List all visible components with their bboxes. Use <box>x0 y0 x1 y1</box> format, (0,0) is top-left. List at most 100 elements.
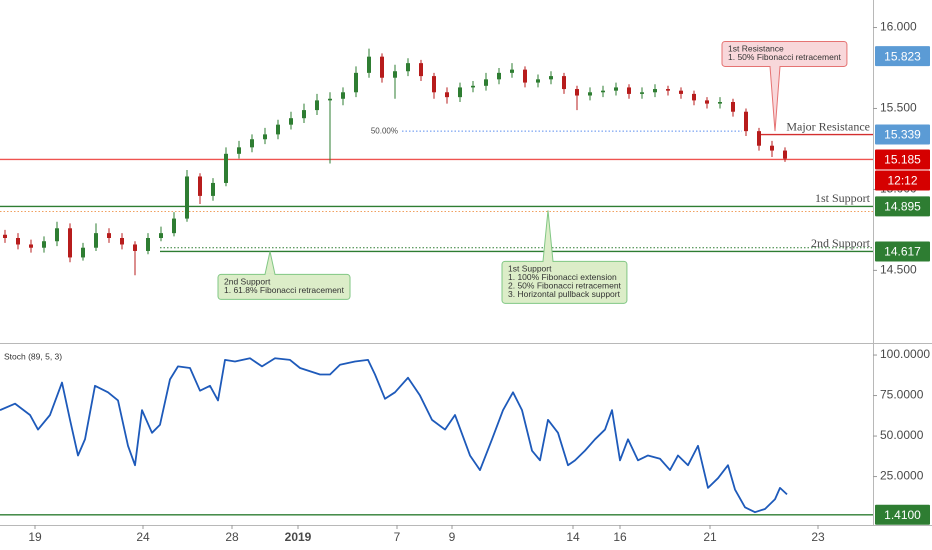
y-tick-label: 75.0000 <box>880 388 924 402</box>
x-tick-label: 7 <box>394 530 401 544</box>
candle-body <box>627 87 631 94</box>
candle-body <box>367 56 371 73</box>
candle-body <box>107 233 111 238</box>
candle-body <box>601 90 605 93</box>
candle-body <box>29 244 33 248</box>
price-badge: 14.617 <box>884 245 921 259</box>
stoch-line <box>0 357 788 514</box>
annotation-text: 1. 100% Fibonacci extension <box>508 272 617 282</box>
price-badge-bg <box>875 196 930 217</box>
annotation-text: 3. Horizontal pullback support <box>508 289 621 299</box>
level-badge: 1.4100 <box>884 508 921 522</box>
annotation-text: 2. 50% Fibonacci retracement <box>508 281 622 291</box>
candle-body <box>133 244 137 251</box>
candle-body <box>549 76 553 80</box>
candle-body <box>692 93 696 101</box>
candle-body <box>640 92 644 94</box>
x-tick-label: 19 <box>28 530 42 544</box>
indicator-title: Stoch (89, 5, 3) <box>4 351 62 361</box>
candle-body <box>614 87 618 91</box>
y-tick-label: 25.0000 <box>880 469 924 483</box>
candle-body <box>497 72 501 80</box>
candle-body <box>679 90 683 94</box>
candle-body <box>757 131 761 146</box>
candle-body <box>185 176 189 219</box>
annotation-box <box>721 40 848 67</box>
candle-body <box>211 182 215 196</box>
candle-body <box>289 118 293 125</box>
price-badge-bg <box>875 241 930 262</box>
annotation-box <box>217 273 351 300</box>
level-badge-bg <box>875 504 930 525</box>
x-tick-label: 28 <box>225 530 239 544</box>
candle-body <box>575 89 579 96</box>
annotation-pointer <box>542 210 554 262</box>
candle-body <box>237 147 241 154</box>
candle-body <box>484 79 488 86</box>
price-badge: 15.339 <box>884 128 921 142</box>
candle-body <box>562 76 566 90</box>
candle-body <box>172 218 176 234</box>
candle-body <box>731 102 735 112</box>
candle-body <box>328 98 332 101</box>
candle-body <box>42 241 46 248</box>
level-label: 1st Support <box>815 191 871 205</box>
candle-body <box>419 63 423 77</box>
level-label: 50.00% <box>371 126 398 135</box>
candle-body <box>224 153 228 183</box>
candle-body <box>276 124 280 135</box>
y-tick-label: 15.500 <box>880 101 917 115</box>
candle-body <box>81 247 85 258</box>
countdown-badge: 12:12 <box>887 174 917 188</box>
candle-body <box>302 110 306 119</box>
candle-body <box>510 69 514 73</box>
countdown-badge-bg <box>875 170 930 191</box>
price-badge: 15.185 <box>884 153 921 167</box>
annotation-text: 1. 61.8% Fibonacci retracement <box>224 285 345 295</box>
annotation-box <box>501 260 628 304</box>
candle-body <box>380 56 384 78</box>
candle-body <box>250 139 254 148</box>
candle-body <box>653 89 657 93</box>
candle-body <box>354 72 358 93</box>
candle-body <box>783 150 787 159</box>
candle-body <box>523 69 527 83</box>
candle-body <box>55 228 59 242</box>
x-tick-label: 16 <box>613 530 627 544</box>
price-badge: 14.895 <box>884 200 921 214</box>
candle-body <box>120 238 124 245</box>
candle-body <box>666 89 670 91</box>
candle-body <box>146 238 150 251</box>
candle-body <box>3 234 7 238</box>
annotation-pointer <box>769 65 781 132</box>
candle-body <box>445 92 449 98</box>
annotation-text: 1st Resistance <box>728 44 784 54</box>
candle-body <box>588 92 592 96</box>
level-label: 2nd Support <box>811 236 871 250</box>
annotation-text: 1. 50% Fibonacci retracement <box>728 52 842 62</box>
price-badge-bg <box>875 46 930 67</box>
price-badge: 15.823 <box>884 49 921 63</box>
candle-body <box>705 100 709 104</box>
y-tick-label: 14.500 <box>880 263 917 277</box>
candle-body <box>718 102 722 104</box>
candle-body <box>198 176 202 196</box>
annotation-pointer <box>264 251 276 275</box>
candle-body <box>406 63 410 72</box>
candle-body <box>315 100 319 111</box>
candle-body <box>744 111 748 132</box>
candle-body <box>471 85 475 88</box>
candle-body <box>263 134 267 140</box>
level-label: Major Resistance <box>786 119 870 133</box>
candle-body <box>94 233 98 248</box>
annotation-text: 2nd Support <box>224 277 271 287</box>
x-tick-label: 23 <box>811 530 825 544</box>
x-tick-label: 24 <box>136 530 150 544</box>
candle-body <box>68 228 72 258</box>
x-tick-label: 21 <box>703 530 717 544</box>
y-tick-label: 50.0000 <box>880 428 924 442</box>
